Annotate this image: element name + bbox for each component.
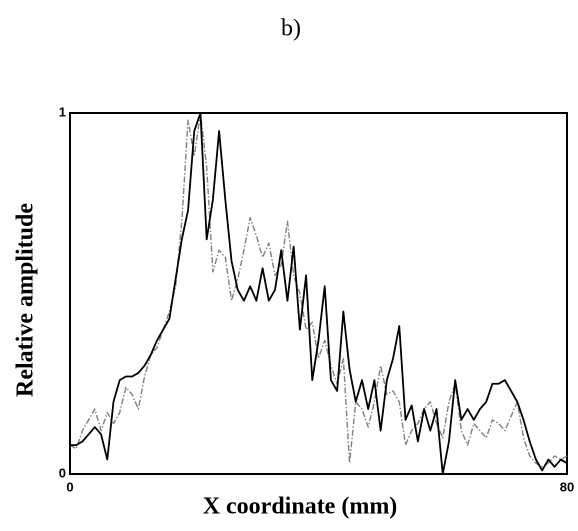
y-tick-label: 1 — [59, 104, 66, 119]
chart-title: b) — [281, 16, 301, 42]
data-line — [70, 112, 568, 475]
plot-frame — [69, 112, 568, 475]
x-axis-label: X coordinate (mm) — [203, 494, 398, 520]
y-axis-label: Relative amplitude — [13, 203, 39, 397]
x-tick-label: 0 — [66, 479, 73, 494]
data-line — [69, 112, 568, 468]
x-tick-label: 80 — [560, 479, 574, 494]
y-tick-label: 0 — [59, 465, 66, 480]
